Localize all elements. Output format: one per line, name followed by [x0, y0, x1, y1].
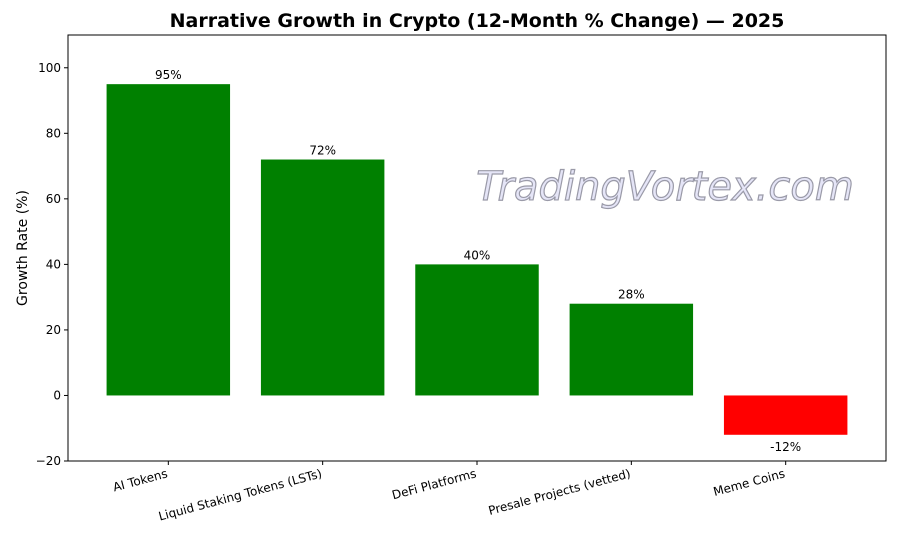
- chart-title: Narrative Growth in Crypto (12-Month % C…: [170, 10, 785, 32]
- y-tick-label: 60: [46, 192, 61, 206]
- bar: [569, 303, 694, 396]
- y-tick-label: 40: [46, 257, 61, 271]
- bar: [723, 395, 848, 435]
- data-label: -12%: [770, 440, 801, 454]
- data-label: 28%: [618, 288, 645, 302]
- y-tick-label: 80: [46, 126, 61, 140]
- watermark-logo: TradingVortex.com: [476, 164, 854, 210]
- y-tick-label: 100: [38, 61, 61, 75]
- x-tick-label: DeFi Platforms: [390, 466, 477, 502]
- data-label: 40%: [464, 248, 491, 262]
- x-tick-label: Presale Projects (vetted): [487, 466, 632, 517]
- data-label: 95%: [155, 68, 182, 82]
- y-tick-label: −20: [36, 454, 61, 468]
- x-tick-label: AI Tokens: [111, 466, 169, 494]
- bar: [260, 159, 385, 396]
- x-tick-label: Liquid Staking Tokens (LSTs): [157, 466, 323, 523]
- bar: [106, 84, 231, 396]
- bar: [415, 264, 539, 396]
- plot-frame: [67, 34, 887, 462]
- y-tick-label: 0: [53, 388, 61, 402]
- x-tick-label: Meme Coins: [712, 466, 787, 499]
- data-label: 72%: [309, 144, 336, 158]
- y-axis-label: Growth Rate (%): [15, 190, 31, 306]
- y-tick-label: 20: [46, 323, 61, 337]
